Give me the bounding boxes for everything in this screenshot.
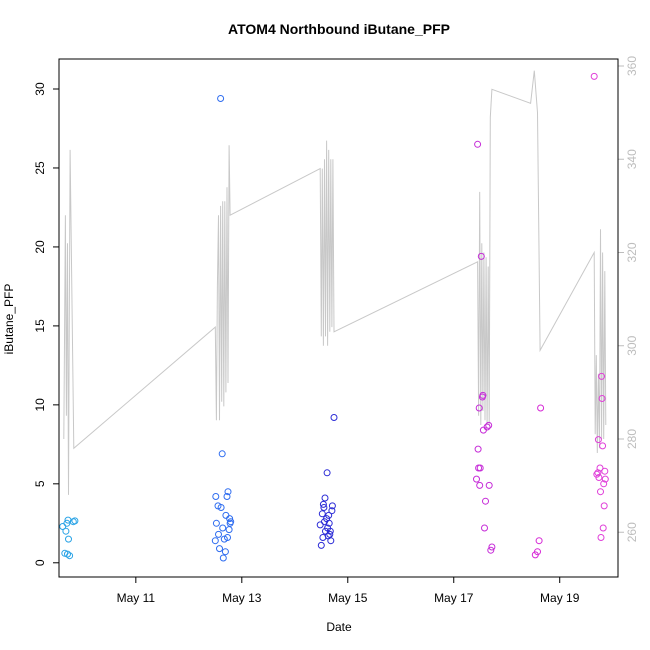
data-point	[216, 545, 223, 553]
data-point	[225, 526, 233, 534]
data-point	[318, 510, 326, 518]
data-point	[320, 504, 328, 511]
data-point	[325, 511, 333, 519]
data-point	[534, 548, 541, 556]
y2-tick-label: 300	[625, 335, 639, 355]
data-point	[217, 504, 225, 511]
data-point	[212, 493, 220, 500]
secondary-series-line	[63, 70, 607, 495]
data-point	[485, 421, 493, 429]
data-point	[600, 502, 608, 510]
data-point	[598, 395, 606, 402]
data-point	[473, 475, 480, 483]
data-point	[481, 524, 488, 532]
y2-axis: 260 280 300 320 340 360	[618, 56, 639, 542]
data-point	[224, 534, 231, 541]
data-point	[535, 537, 543, 545]
y-tick-label: 15	[33, 319, 47, 333]
x-tick-label: May 19	[540, 591, 580, 605]
data-point	[483, 423, 491, 431]
y-axis-label: iButane_PFP	[2, 284, 16, 355]
data-point	[65, 535, 72, 543]
y2-tick-label: 280	[625, 429, 639, 449]
data-point	[224, 488, 232, 496]
x-tick-label: May 11	[117, 591, 156, 605]
data-point	[330, 414, 338, 421]
points-layer	[59, 72, 609, 562]
secondary-series-layer	[63, 70, 607, 495]
data-point	[479, 391, 487, 399]
data-point	[476, 481, 484, 489]
data-point	[477, 252, 485, 260]
data-point	[227, 518, 235, 526]
data-point	[601, 475, 609, 483]
data-point	[222, 511, 230, 519]
data-point	[595, 474, 603, 481]
data-point	[599, 442, 607, 450]
data-point	[487, 546, 495, 554]
data-point	[221, 548, 229, 556]
plot-frame	[58, 58, 619, 578]
data-point	[601, 467, 609, 475]
data-point	[64, 550, 71, 558]
x-axis: May 11 May 13 May 15 May 17 May 19	[117, 577, 580, 605]
data-point	[485, 481, 493, 489]
data-point	[219, 554, 227, 562]
data-point	[537, 404, 545, 412]
data-point	[71, 517, 79, 525]
data-point	[211, 537, 219, 545]
x-tick-label: May 15	[328, 591, 368, 605]
x-tick-label: May 13	[222, 591, 262, 605]
data-point	[596, 464, 604, 472]
data-point	[590, 72, 598, 80]
data-point	[597, 488, 604, 496]
chart-title: ATOM4 Northbound iButane_PFP	[228, 21, 450, 37]
y2-tick-label: 360	[625, 56, 639, 76]
data-point	[488, 543, 496, 551]
data-point	[597, 534, 605, 541]
y-tick-label: 10	[33, 398, 47, 412]
y2-tick-label: 340	[625, 149, 639, 169]
data-point	[219, 524, 227, 532]
data-point	[482, 497, 489, 505]
data-point	[598, 372, 606, 380]
y-tick-label: 0	[33, 559, 47, 566]
data-point	[474, 445, 482, 453]
data-point	[212, 519, 220, 527]
data-point	[317, 541, 325, 549]
y-tick-label: 5	[33, 480, 47, 487]
data-point	[217, 95, 225, 102]
data-point	[215, 530, 222, 538]
data-point	[476, 464, 484, 472]
data-point	[218, 450, 226, 458]
data-point	[223, 493, 231, 500]
data-point	[62, 527, 70, 535]
data-point	[226, 515, 234, 523]
data-point	[321, 494, 329, 502]
data-point	[594, 436, 602, 444]
data-point	[325, 519, 333, 527]
x-axis-label: Date	[326, 620, 352, 634]
data-point	[63, 519, 71, 527]
x-tick-label: May 17	[434, 591, 474, 605]
data-point	[328, 502, 336, 510]
data-point	[316, 521, 324, 529]
y2-tick-label: 260	[625, 522, 639, 542]
data-point	[599, 524, 607, 532]
data-point	[475, 404, 483, 412]
y-tick-label: 30	[33, 82, 47, 96]
data-point	[326, 527, 334, 535]
y-tick-label: 25	[33, 161, 47, 175]
y2-tick-label: 320	[625, 242, 639, 262]
data-point	[327, 537, 335, 545]
data-point	[323, 469, 331, 477]
data-point	[600, 480, 608, 488]
data-point	[66, 552, 74, 560]
y-axis: 0 5 10 15 20 25 30	[33, 82, 59, 566]
data-point	[328, 507, 336, 515]
y-tick-label: 20	[33, 240, 47, 254]
data-point	[319, 500, 327, 508]
data-point	[474, 140, 482, 148]
